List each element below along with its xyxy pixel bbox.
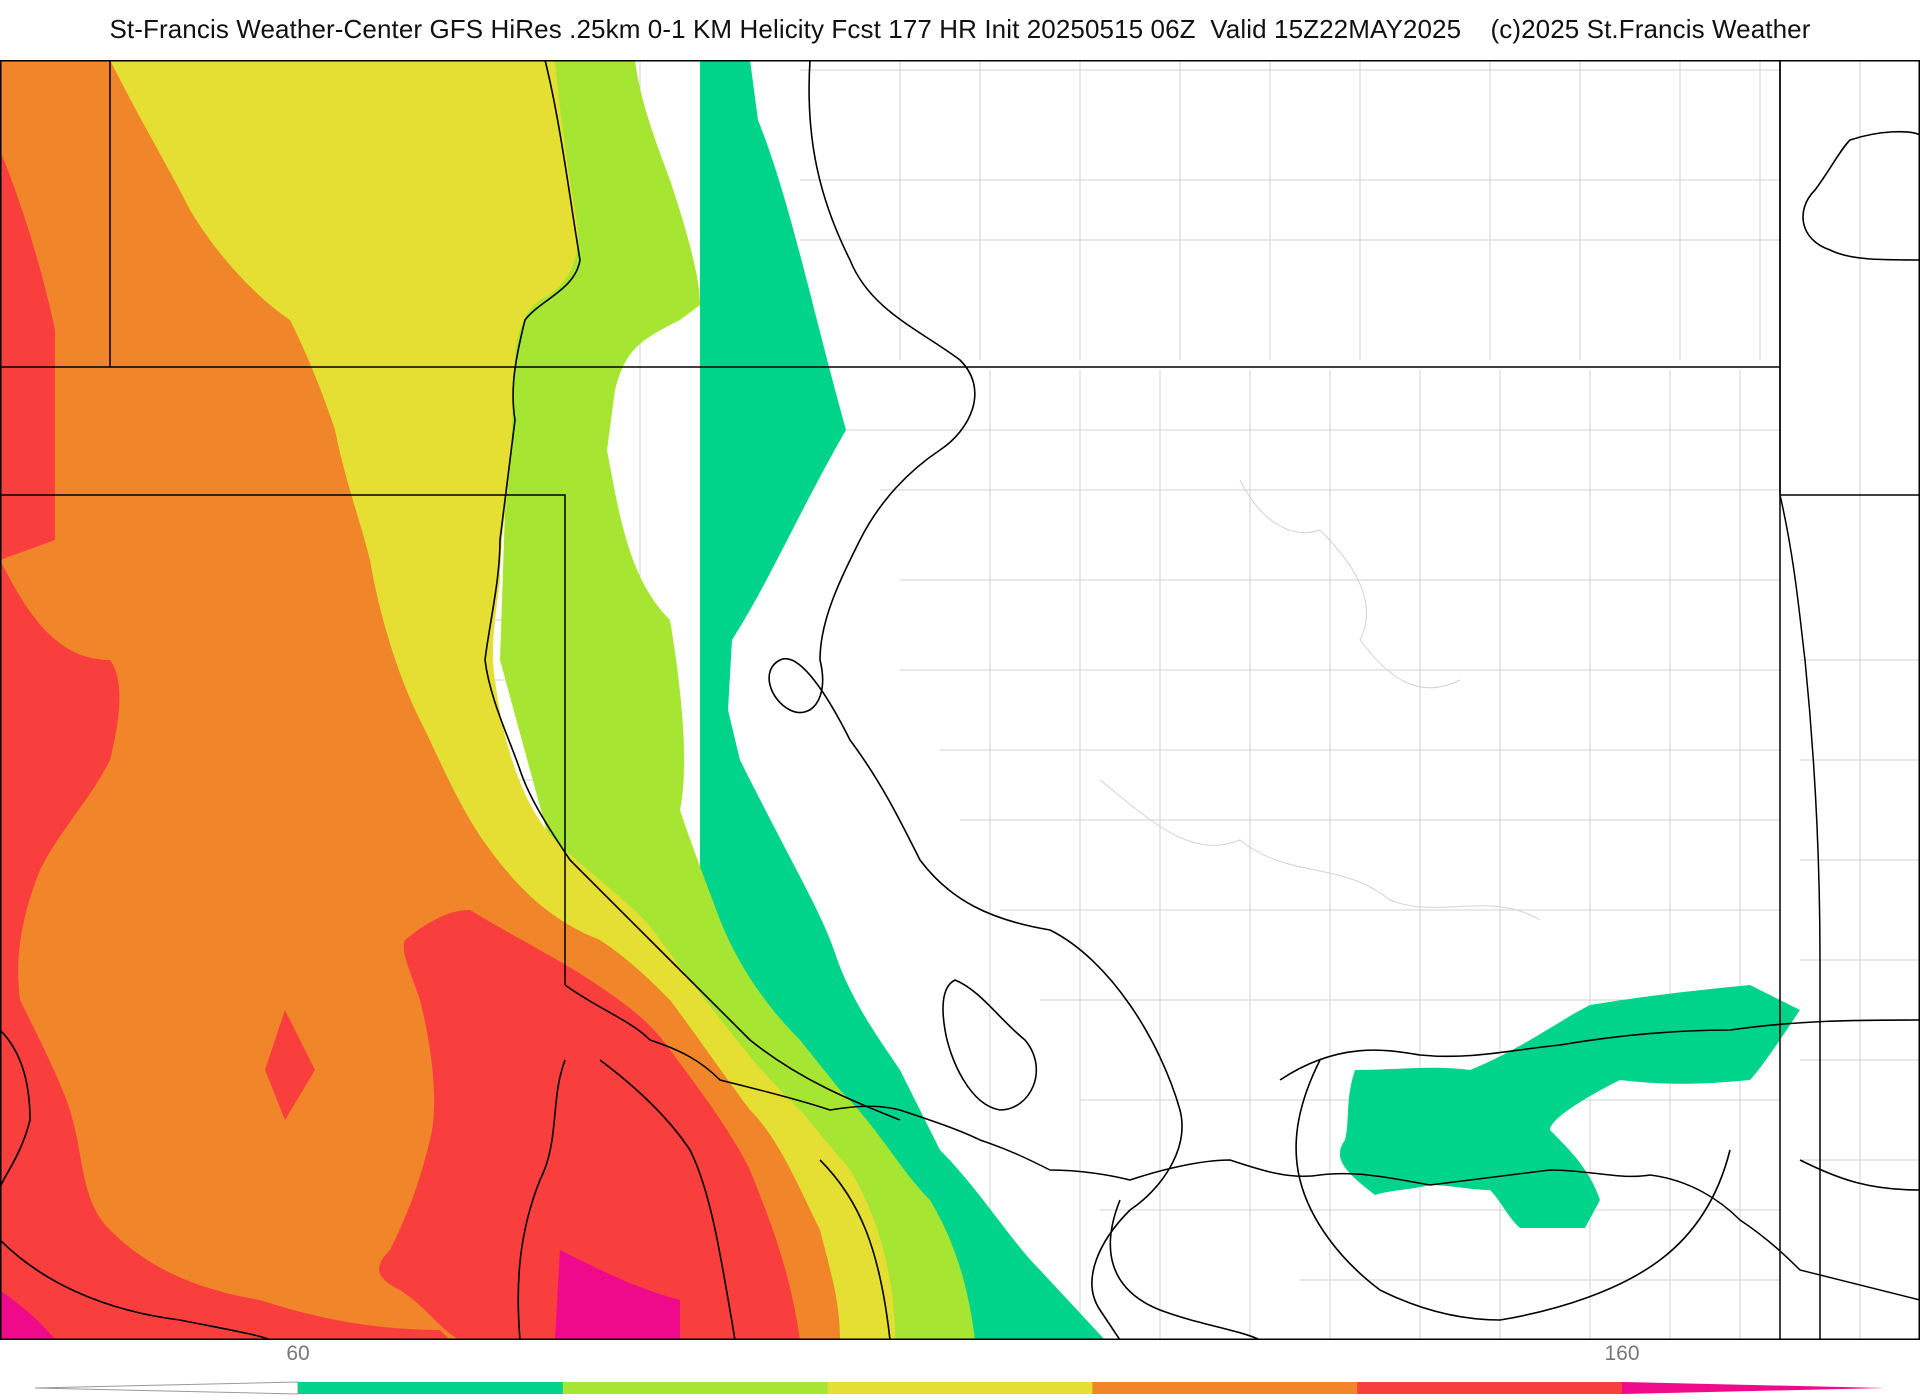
fill-region-red-southwest (0, 560, 450, 1340)
colorbar-segment (1092, 1382, 1358, 1394)
colorbar-segment (1357, 1382, 1623, 1394)
colorbar-segment (298, 1382, 564, 1394)
contour-south-valley (1109, 1199, 1261, 1340)
fill-region-red-spot (265, 1010, 315, 1120)
contour-oval-south (942, 979, 1037, 1111)
state-boundaries (0, 60, 1920, 1340)
contour-main (484, 60, 901, 1121)
contour-northeast-oval (1802, 130, 1920, 261)
colorbar-tick-60: 60 (286, 1342, 310, 1365)
fill-region-green-southeast (1339, 985, 1800, 1228)
map-frame (0, 60, 1920, 1340)
contour-south-outer (599, 1059, 736, 1340)
fill-region-red-west (0, 150, 55, 560)
colorbar-segment (562, 1382, 829, 1394)
contour-southeast-lower (1295, 1059, 1731, 1321)
colorbar (34, 1381, 1885, 1395)
fill-region-magenta-southwest (0, 1290, 55, 1340)
colorbar-tick-160: 160 (1604, 1342, 1640, 1365)
helicity-contours (0, 60, 1920, 1340)
contour-southwest-2 (0, 1239, 271, 1340)
contour-south-east (819, 1159, 891, 1340)
colorbar-left-extension (34, 1381, 299, 1395)
contour-southwest-1 (0, 1029, 31, 1191)
map-title: St-Francis Weather-Center GFS HiRes .25k… (109, 14, 1811, 44)
colorbar-right-extension (1622, 1382, 1885, 1394)
contour-southeast-loop (1279, 1019, 1920, 1081)
contour-east-bulge (768, 60, 1183, 1340)
colorbar-segment (827, 1382, 1093, 1394)
contour-south-inner (517, 1059, 566, 1340)
fill-region-magenta-south (555, 1250, 680, 1340)
helicity-map[interactable] (0, 60, 1920, 1340)
contour-southeast-right (1799, 1159, 1920, 1191)
fill-region-red-south (379, 910, 800, 1340)
